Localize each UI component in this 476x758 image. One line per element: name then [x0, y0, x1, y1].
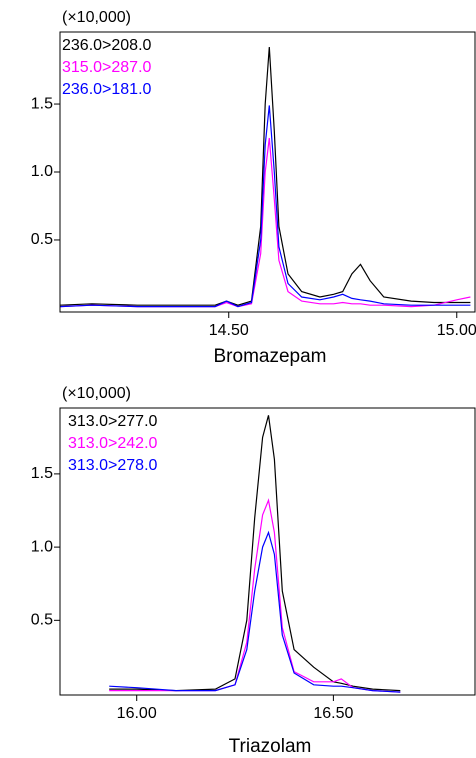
x-tick-label: 16.50 [313, 705, 353, 722]
x-axis-label: Bromazepam [214, 346, 327, 367]
series-line [60, 137, 471, 308]
y-multiplier: (×10,000) [62, 385, 131, 402]
y-tick-label: 1.0 [31, 163, 53, 180]
series-line [60, 105, 471, 308]
y-tick-label: 1.5 [31, 95, 53, 112]
y-multiplier: (×10,000) [62, 9, 131, 26]
legend-entry: 236.0>208.0 [62, 37, 152, 54]
legend-entry: 313.0>278.0 [68, 457, 158, 474]
legend-entry: 313.0>242.0 [68, 435, 158, 452]
plot-frame [59, 31, 476, 313]
legend-entry: 315.0>287.0 [62, 59, 152, 76]
y-tick-label: 0.5 [31, 612, 53, 629]
series-line [109, 498, 401, 693]
y-tick-label: 1.5 [31, 465, 53, 482]
x-tick-label: 14.50 [209, 322, 249, 339]
legend-entry: 236.0>181.0 [62, 81, 152, 98]
y-tick-label: 1.0 [31, 538, 53, 555]
y-tick-label: 0.5 [31, 231, 53, 248]
x-tick-label: 15.00 [437, 322, 476, 339]
x-tick-label: 16.00 [117, 705, 157, 722]
plot-frame [59, 407, 476, 696]
series-line [60, 46, 471, 306]
series-line [109, 415, 401, 692]
x-axis-label: Triazolam [229, 736, 312, 757]
series-line [109, 530, 401, 693]
legend-entry: 313.0>277.0 [68, 413, 158, 430]
